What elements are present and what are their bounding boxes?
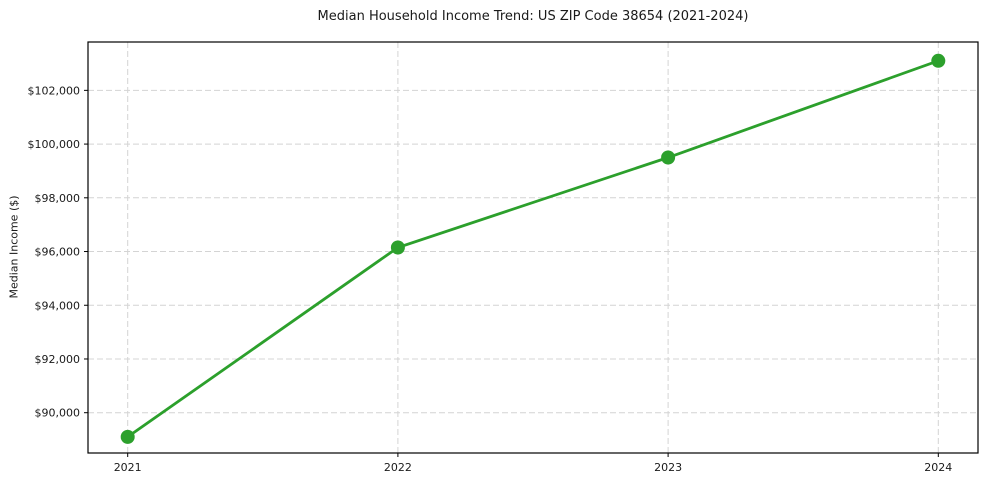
- x-tick-label: 2021: [114, 461, 142, 474]
- y-tick-label: $92,000: [35, 353, 81, 366]
- x-tick-label: 2023: [654, 461, 682, 474]
- chart-title: Median Household Income Trend: US ZIP Co…: [317, 9, 749, 24]
- y-tick-label: $98,000: [35, 192, 81, 205]
- x-tick-label: 2022: [384, 461, 412, 474]
- y-tick-label: $96,000: [35, 246, 81, 259]
- trend-line: [126, 59, 940, 439]
- data-point: [120, 429, 135, 444]
- y-tick-label: $90,000: [35, 407, 81, 420]
- data-point: [390, 240, 405, 255]
- y-tick-label: $100,000: [28, 138, 81, 151]
- x-tick-label: 2024: [924, 461, 952, 474]
- y-tick-label: $102,000: [28, 84, 81, 97]
- data-point: [661, 150, 676, 165]
- data-point: [931, 53, 946, 68]
- y-tick-label: $94,000: [35, 299, 81, 312]
- plot-border: [87, 41, 979, 454]
